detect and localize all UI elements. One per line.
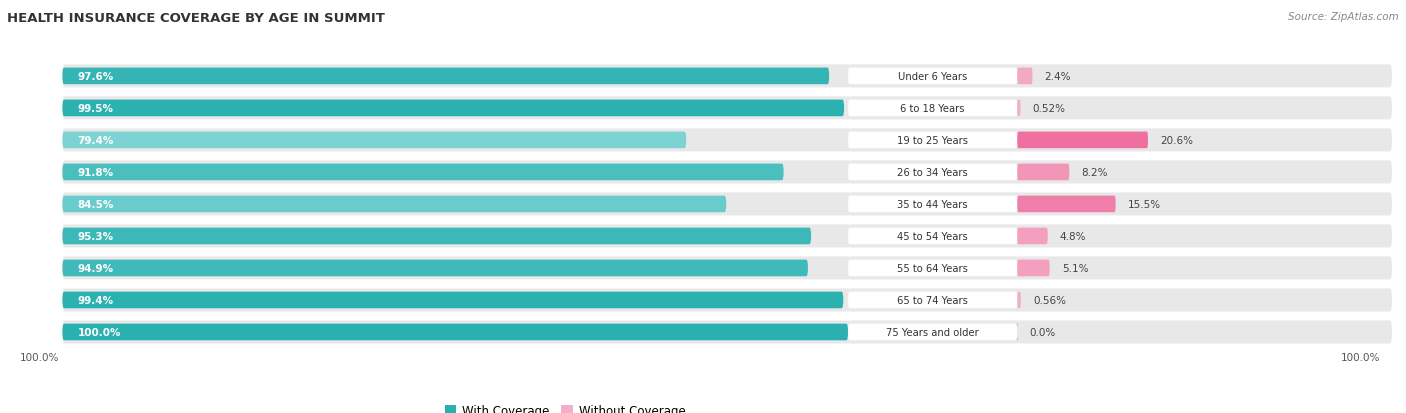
Text: 94.9%: 94.9%	[77, 263, 114, 273]
FancyBboxPatch shape	[848, 100, 1018, 117]
FancyBboxPatch shape	[848, 132, 1018, 149]
FancyBboxPatch shape	[1018, 196, 1115, 213]
Text: 2.4%: 2.4%	[1045, 72, 1071, 82]
FancyBboxPatch shape	[1018, 100, 1021, 117]
Text: 97.6%: 97.6%	[77, 72, 114, 82]
FancyBboxPatch shape	[62, 257, 1392, 280]
Legend: With Coverage, Without Coverage: With Coverage, Without Coverage	[440, 399, 690, 413]
Text: 99.5%: 99.5%	[77, 104, 114, 114]
FancyBboxPatch shape	[848, 69, 1018, 85]
FancyBboxPatch shape	[62, 228, 811, 244]
Text: 91.8%: 91.8%	[77, 168, 114, 178]
FancyBboxPatch shape	[62, 69, 830, 85]
FancyBboxPatch shape	[848, 196, 1018, 213]
Text: 79.4%: 79.4%	[77, 135, 114, 145]
FancyBboxPatch shape	[1018, 228, 1047, 244]
Text: 0.56%: 0.56%	[1033, 295, 1066, 305]
Text: 84.5%: 84.5%	[77, 199, 114, 209]
FancyBboxPatch shape	[62, 292, 844, 309]
Text: 35 to 44 Years: 35 to 44 Years	[897, 199, 967, 209]
FancyBboxPatch shape	[62, 161, 1392, 184]
Text: 0.0%: 0.0%	[1029, 327, 1056, 337]
Text: 5.1%: 5.1%	[1062, 263, 1088, 273]
FancyBboxPatch shape	[62, 320, 1392, 344]
FancyBboxPatch shape	[848, 260, 1018, 277]
Text: 45 to 54 Years: 45 to 54 Years	[897, 231, 967, 241]
FancyBboxPatch shape	[1018, 260, 1050, 277]
FancyBboxPatch shape	[62, 260, 808, 277]
FancyBboxPatch shape	[62, 196, 727, 213]
Text: 55 to 64 Years: 55 to 64 Years	[897, 263, 969, 273]
FancyBboxPatch shape	[62, 65, 1392, 88]
FancyBboxPatch shape	[1018, 132, 1147, 149]
FancyBboxPatch shape	[1018, 69, 1032, 85]
Text: 15.5%: 15.5%	[1128, 199, 1161, 209]
Text: 95.3%: 95.3%	[77, 231, 114, 241]
FancyBboxPatch shape	[62, 132, 686, 149]
Text: 0.52%: 0.52%	[1032, 104, 1066, 114]
FancyBboxPatch shape	[1017, 324, 1018, 340]
FancyBboxPatch shape	[62, 100, 844, 117]
Text: 19 to 25 Years: 19 to 25 Years	[897, 135, 969, 145]
Text: 75 Years and older: 75 Years and older	[886, 327, 979, 337]
Text: Source: ZipAtlas.com: Source: ZipAtlas.com	[1288, 12, 1399, 22]
Text: 26 to 34 Years: 26 to 34 Years	[897, 168, 967, 178]
FancyBboxPatch shape	[62, 164, 783, 181]
FancyBboxPatch shape	[1018, 164, 1070, 181]
Text: 65 to 74 Years: 65 to 74 Years	[897, 295, 969, 305]
FancyBboxPatch shape	[848, 164, 1018, 181]
Text: 6 to 18 Years: 6 to 18 Years	[900, 104, 965, 114]
Text: 99.4%: 99.4%	[77, 295, 114, 305]
FancyBboxPatch shape	[62, 193, 1392, 216]
Text: 20.6%: 20.6%	[1160, 135, 1194, 145]
FancyBboxPatch shape	[848, 292, 1018, 309]
Text: Under 6 Years: Under 6 Years	[898, 72, 967, 82]
Text: HEALTH INSURANCE COVERAGE BY AGE IN SUMMIT: HEALTH INSURANCE COVERAGE BY AGE IN SUMM…	[7, 12, 385, 25]
Text: 100.0%: 100.0%	[77, 327, 121, 337]
FancyBboxPatch shape	[848, 228, 1018, 244]
FancyBboxPatch shape	[62, 97, 1392, 120]
FancyBboxPatch shape	[62, 129, 1392, 152]
FancyBboxPatch shape	[1018, 292, 1021, 309]
Text: 4.8%: 4.8%	[1060, 231, 1087, 241]
Text: 100.0%: 100.0%	[1340, 352, 1379, 362]
FancyBboxPatch shape	[848, 324, 1018, 340]
FancyBboxPatch shape	[62, 289, 1392, 312]
FancyBboxPatch shape	[62, 324, 848, 340]
Text: 100.0%: 100.0%	[20, 352, 59, 362]
FancyBboxPatch shape	[62, 225, 1392, 248]
Text: 8.2%: 8.2%	[1081, 168, 1108, 178]
